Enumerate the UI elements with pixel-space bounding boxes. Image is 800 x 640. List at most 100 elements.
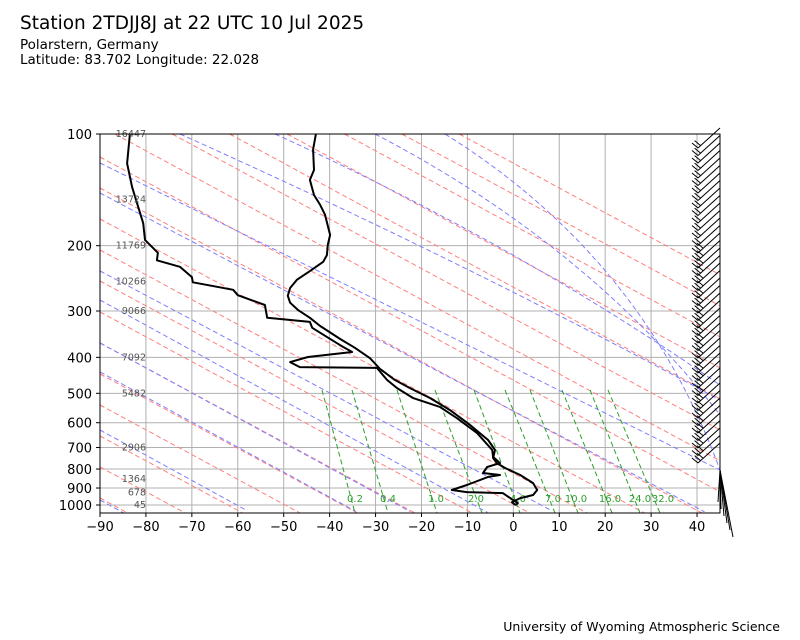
wind-barb	[691, 255, 721, 276]
height-label: 1364	[122, 474, 146, 485]
barb-staff	[697, 382, 721, 404]
barb-feather	[694, 245, 701, 251]
barb-feather	[694, 222, 701, 229]
wind-barb	[691, 217, 721, 239]
barb-feather	[691, 375, 699, 381]
barb-staff	[697, 262, 721, 284]
barb-feather	[691, 225, 699, 231]
dry-adiabat	[99, 156, 721, 493]
wind-barb	[691, 157, 721, 179]
barb-staff	[697, 217, 721, 239]
barb-feather	[691, 360, 699, 366]
barb-staff	[697, 255, 721, 276]
barb-feather	[694, 380, 701, 386]
dry-adiabat	[99, 404, 301, 514]
barb-feather	[694, 417, 701, 424]
mixing-ratio-label: 0.2	[347, 494, 363, 505]
barb-feather	[694, 200, 701, 206]
dry-adiabat	[99, 435, 243, 514]
barb-feather	[694, 282, 701, 289]
barb-staff	[697, 405, 721, 426]
barb-feather	[691, 307, 699, 314]
moist-adiabat	[99, 429, 248, 512]
barb-feather	[696, 242, 704, 249]
x-tick-label: 10	[551, 520, 568, 535]
barb-staff	[697, 180, 721, 201]
barb-feather	[694, 155, 701, 161]
mixing-ratio-line	[351, 389, 389, 514]
barb-staff	[697, 367, 721, 389]
mixing-ratio-line	[473, 389, 521, 514]
barb-feather	[691, 270, 699, 276]
barb-feather	[691, 240, 699, 246]
barb-feather	[691, 397, 699, 404]
y-tick-label: 200	[67, 240, 92, 255]
barb-staff	[697, 427, 721, 449]
barb-feather	[696, 452, 704, 459]
mixing-ratio-label: 10.0	[565, 494, 587, 505]
barb-feather	[694, 162, 701, 169]
barb-staff	[697, 165, 721, 186]
barb-feather	[694, 267, 701, 274]
barb-feather	[694, 305, 701, 311]
barb-feather	[694, 395, 701, 401]
wind-barb	[691, 285, 721, 306]
barb-feather	[691, 382, 699, 389]
height-label: 13724	[116, 194, 146, 205]
wind-barb	[691, 435, 721, 456]
wind-barb	[691, 240, 721, 261]
barb-feather	[691, 277, 699, 284]
barb-feather	[691, 247, 699, 254]
barb-feather	[694, 350, 701, 356]
barb-feather	[694, 170, 701, 176]
barb-staff	[697, 157, 721, 179]
barb-feather	[696, 295, 704, 302]
y-tick-label: 900	[67, 482, 92, 497]
chart-title: Station 2TDJJ8J at 22 UTC 10 Jul 2025	[20, 13, 365, 34]
height-label: 45	[134, 500, 146, 511]
barb-feather	[694, 432, 701, 439]
x-tick-label: 30	[643, 520, 660, 535]
dry-adiabat	[171, 133, 721, 431]
wind-barb	[691, 187, 721, 209]
barb-staff	[697, 322, 721, 344]
barb-feather	[691, 195, 699, 201]
wind-barb	[691, 172, 721, 194]
barb-feather	[694, 207, 701, 214]
barb-feather	[694, 312, 701, 319]
station-location: Polarstern, Germany	[20, 37, 159, 53]
barb-feather	[694, 320, 701, 326]
wind-barb	[691, 247, 721, 269]
barb-staff	[697, 150, 721, 171]
barb-staff	[697, 397, 721, 419]
barb-feather	[696, 400, 704, 407]
dry-adiabat	[99, 466, 186, 514]
x-tick-label: 20	[597, 520, 614, 535]
barb-staff	[697, 412, 721, 434]
mixing-ratio-label: 2.0	[468, 494, 484, 505]
dry-adiabat	[99, 497, 129, 514]
barb-feather	[694, 455, 701, 461]
barb-feather	[691, 420, 699, 426]
barb-feather	[691, 165, 699, 171]
barb-feather	[691, 442, 699, 449]
barb-feather	[696, 265, 704, 272]
mixing-ratio-line	[561, 389, 613, 514]
barb-feather	[696, 250, 704, 257]
y-tick-label: 600	[67, 417, 92, 432]
wind-barb	[691, 210, 721, 231]
barb-staff	[697, 247, 721, 269]
barb-feather	[694, 410, 701, 416]
dry-adiabat	[344, 133, 721, 338]
mixing-ratio-label: 32.0	[652, 494, 674, 505]
barb-staff	[697, 307, 721, 329]
mixing-ratio-label: 24.0	[629, 494, 651, 505]
barb-staff	[697, 135, 721, 156]
barb-feather	[694, 252, 701, 259]
x-tick-label: −40	[316, 520, 343, 535]
wind-barb	[691, 202, 721, 224]
barb-feather	[696, 317, 704, 324]
moist-adiabat	[374, 133, 721, 416]
wind-barb	[691, 232, 721, 254]
dry-adiabat	[286, 133, 721, 369]
